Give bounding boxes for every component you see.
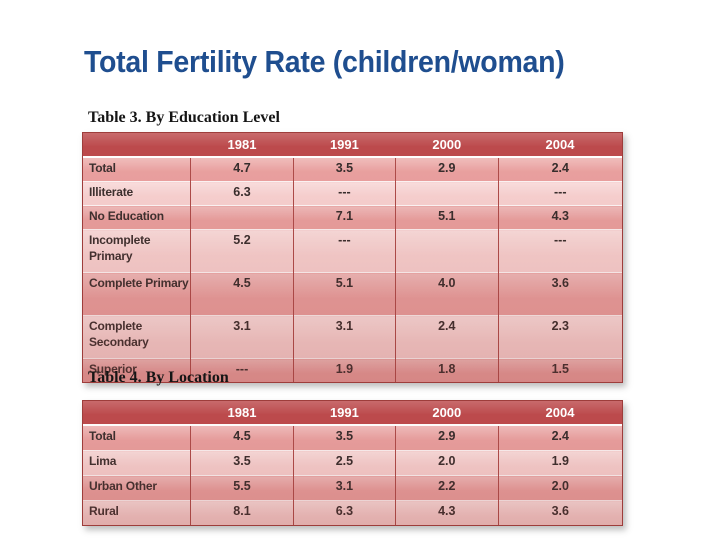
row-label: Total (83, 157, 191, 182)
column-header: 1991 (293, 401, 396, 426)
table-row: Incomplete Primary 5.2 --- --- (83, 229, 622, 273)
cell-value: 3.6 (497, 272, 622, 316)
column-header: 2000 (395, 401, 499, 426)
cell-value: 2.2 (395, 475, 499, 501)
row-label: Complete Secondary (83, 315, 191, 359)
row-label-header (83, 401, 191, 426)
table-block: Table 3. By Education Level 1981 1991 2000 2… (82, 107, 623, 383)
cell-value: 6.3 (190, 181, 294, 206)
table-row: Illiterate 6.3 --- --- (83, 181, 622, 206)
table-caption: Table 4. By Location (88, 369, 229, 386)
row-label: Lima (83, 450, 191, 476)
data-table: 1981 1991 2000 2004 Total 4.5 3.5 2.9 2.4 Lima 3.5… (82, 400, 623, 526)
header-row: 1981 1991 2000 2004 (83, 133, 622, 158)
cell-value: 5.5 (190, 475, 294, 501)
cell-value: --- (190, 358, 294, 382)
cell-value: 1.9 (292, 358, 396, 382)
cell-value: 4.5 (190, 272, 294, 316)
cell-value: 3.1 (292, 475, 396, 501)
cell-value: 2.4 (395, 315, 499, 359)
cell-value: 3.1 (292, 315, 396, 359)
cell-value: 7.1 (292, 205, 396, 230)
cell-value: 4.7 (190, 157, 294, 182)
column-header: 2000 (395, 133, 499, 158)
cell-value: --- (292, 181, 396, 206)
cell-value: 1.8 (395, 358, 499, 382)
row-label-header (83, 133, 191, 158)
cell-value: 8.1 (190, 500, 294, 525)
cell-value: 2.0 (395, 450, 499, 476)
row-label: Total (83, 425, 191, 451)
data-table: 1981 1991 2000 2004 Total 4.7 3.5 2.9 2.4 Illiter… (82, 132, 623, 383)
cell-value: --- (497, 229, 622, 273)
cell-value: 2.0 (497, 475, 622, 501)
cell-value: 4.3 (395, 500, 499, 525)
table-row: Total 4.5 3.5 2.9 2.4 (83, 425, 622, 451)
cell-value: 1.9 (497, 450, 622, 476)
cell-value: 3.6 (497, 500, 622, 525)
column-header: 2004 (498, 133, 622, 158)
cell-value (190, 205, 294, 230)
cell-value: 4.0 (395, 272, 499, 316)
cell-value: 4.5 (190, 425, 294, 451)
column-header: 2004 (498, 401, 622, 426)
table-row: Complete Primary 4.5 5.1 4.0 3.6 (83, 272, 622, 316)
cell-value: 3.5 (190, 450, 294, 476)
cell-value: 4.3 (497, 205, 622, 230)
slide-title: Total Fertility Rate (children/woman) (84, 44, 565, 79)
column-header: 1981 (190, 133, 294, 158)
cell-value: 5.1 (395, 205, 499, 230)
cell-value: 5.2 (190, 229, 294, 273)
row-label: Urban Other (83, 475, 191, 501)
table-caption: Table 3. By Education Level (88, 109, 280, 126)
cell-value (395, 229, 499, 273)
cell-value: 3.5 (292, 157, 396, 182)
cell-value: --- (292, 229, 396, 273)
cell-value: 2.4 (497, 157, 622, 182)
row-label: Superior (83, 358, 191, 382)
table-row: Complete Secondary 3.1 3.1 2.4 2.3 (83, 315, 622, 359)
cell-value: 6.3 (292, 500, 396, 525)
row-label: No Education (83, 205, 191, 230)
cell-value: 1.5 (497, 358, 622, 382)
cell-value: 3.1 (190, 315, 294, 359)
cell-value: --- (497, 181, 622, 206)
table-row: Lima 3.5 2.5 2.0 1.9 (83, 450, 622, 476)
header-row: 1981 1991 2000 2004 (83, 401, 622, 426)
table-row: Urban Other 5.5 3.1 2.2 2.0 (83, 475, 622, 501)
cell-value: 3.5 (292, 425, 396, 451)
cell-value (395, 181, 499, 206)
row-label: Rural (83, 500, 191, 525)
row-label: Incomplete Primary (83, 229, 191, 273)
row-label: Complete Primary (83, 272, 191, 316)
cell-value: 2.4 (497, 425, 622, 451)
table-row: Superior --- 1.9 1.8 1.5 (83, 358, 622, 382)
table-row: Total 4.7 3.5 2.9 2.4 (83, 157, 622, 182)
cell-value: 2.3 (497, 315, 622, 359)
column-header: 1991 (293, 133, 396, 158)
table-row: Rural 8.1 6.3 4.3 3.6 (83, 500, 622, 525)
cell-value: 2.9 (395, 425, 499, 451)
cell-value: 2.9 (395, 157, 499, 182)
table-row: No Education 7.1 5.1 4.3 (83, 205, 622, 230)
table-block: Table 4. By Location 1981 1991 2000 2004 Tota… (82, 367, 623, 526)
column-header: 1981 (190, 401, 294, 426)
row-label: Illiterate (83, 181, 191, 206)
cell-value: 5.1 (292, 272, 396, 316)
cell-value: 2.5 (292, 450, 396, 476)
